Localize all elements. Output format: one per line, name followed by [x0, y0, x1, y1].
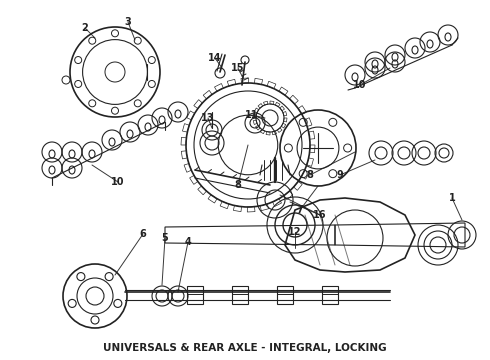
Text: 8: 8 [307, 170, 314, 180]
Text: 12: 12 [288, 227, 302, 237]
Text: 11: 11 [245, 110, 259, 120]
Text: 9: 9 [337, 170, 343, 180]
Text: 3: 3 [124, 17, 131, 27]
Text: 7: 7 [296, 205, 303, 215]
Text: 5: 5 [162, 233, 169, 243]
Text: 6: 6 [140, 229, 147, 239]
Text: 1: 1 [449, 193, 455, 203]
Bar [322, 286, 338, 304]
Text: UNIVERSALS & REAR AXLE - INTEGRAL, LOCKING: UNIVERSALS & REAR AXLE - INTEGRAL, LOCKI… [103, 343, 387, 353]
Text: 2: 2 [82, 23, 88, 33]
Text: 10: 10 [353, 80, 367, 90]
Text: 10: 10 [111, 177, 125, 187]
Text: 4: 4 [185, 237, 192, 247]
Text: 8: 8 [235, 180, 242, 190]
Text: 15: 15 [231, 63, 245, 73]
Text: 16: 16 [313, 210, 327, 220]
Bar [232, 286, 248, 304]
Text: 13: 13 [201, 113, 215, 123]
Text: 14: 14 [208, 53, 222, 63]
Bar [277, 286, 293, 304]
Bar [187, 286, 203, 304]
